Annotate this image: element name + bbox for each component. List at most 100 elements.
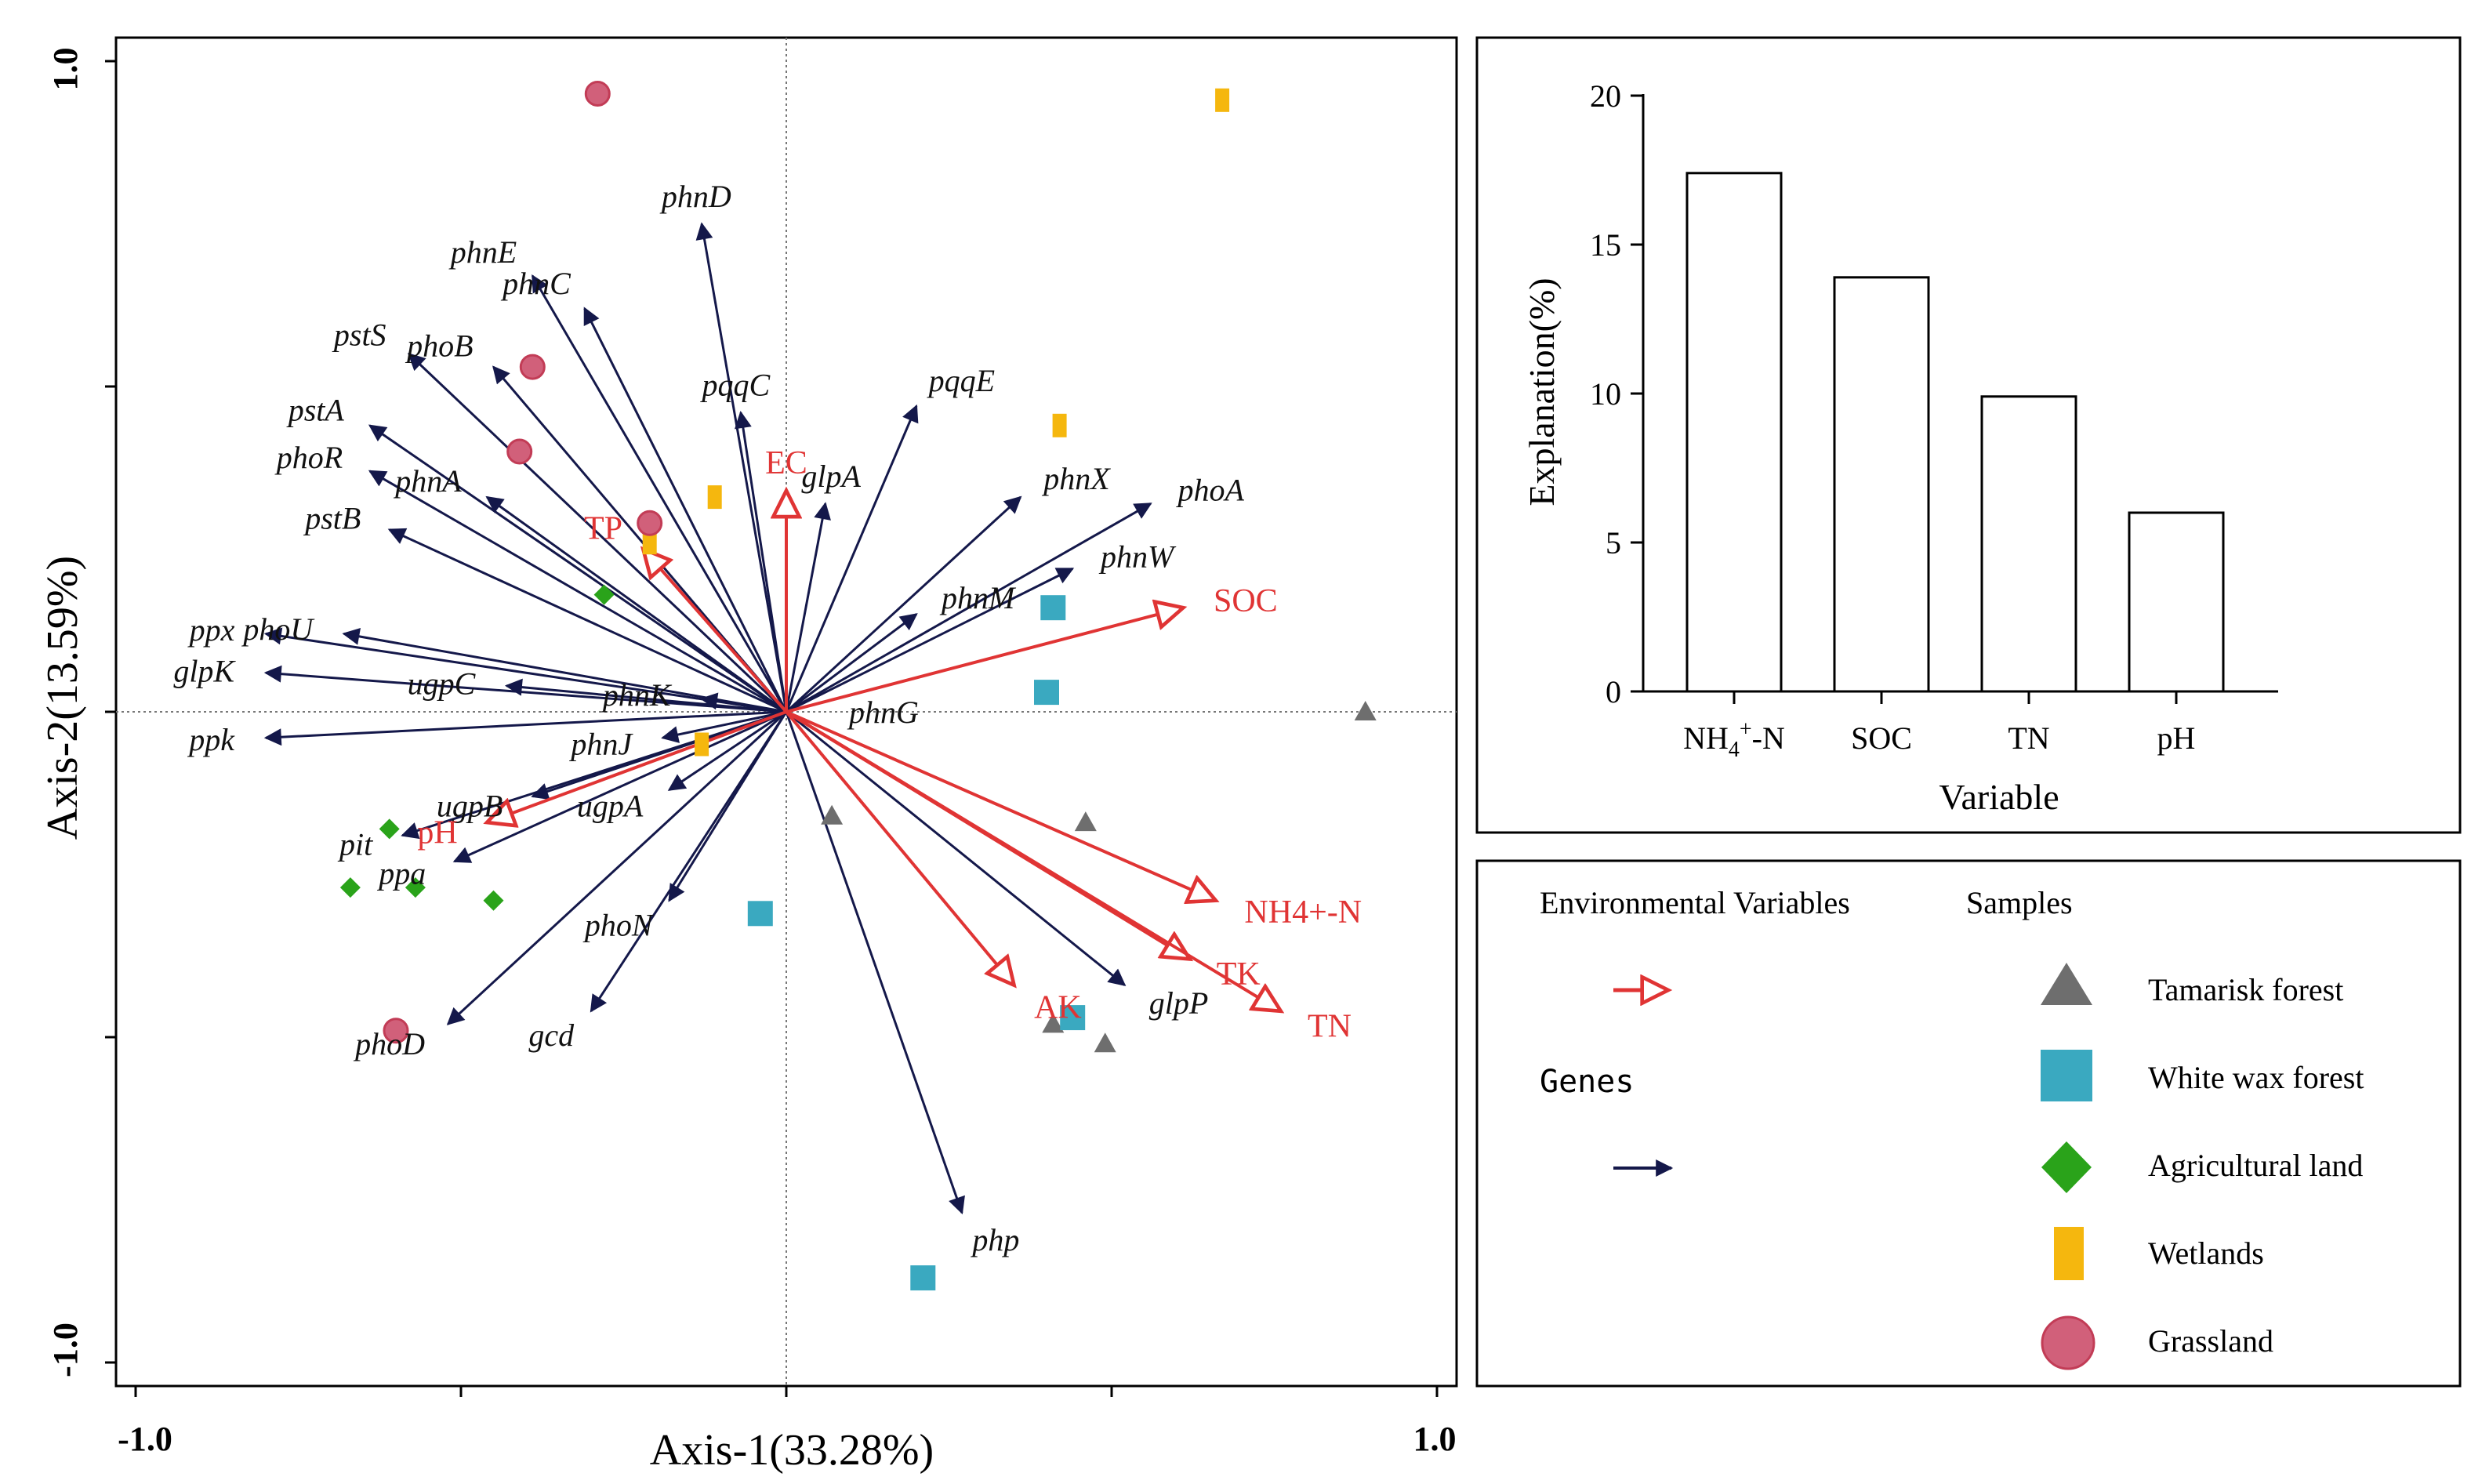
environmental-arrows xyxy=(487,491,1281,1011)
env-arrow-nh4-n xyxy=(786,710,1216,901)
env-label-tk: TK xyxy=(1217,956,1261,992)
gene-label-psta: pstA xyxy=(286,392,345,427)
gene-label-ugpc: ugpC xyxy=(408,666,477,701)
gene-label-php: php xyxy=(970,1222,1019,1257)
legend-item-grassland: Grassland xyxy=(2148,1323,2273,1359)
gene-label-glpp: glpP xyxy=(1149,985,1209,1021)
gene-arrow-phnx xyxy=(785,495,1022,713)
bar-y-tick-label-1: 5 xyxy=(1606,525,1621,561)
sample-grassland-5 xyxy=(383,1018,409,1044)
gene-label-psts: pstS xyxy=(332,317,386,353)
sample-wetlands-2 xyxy=(1052,413,1067,437)
gene-label-phnm: phnM xyxy=(939,580,1017,615)
gene-arrow-ppk xyxy=(263,710,787,746)
gene-arrow-phnm xyxy=(786,613,918,713)
gene-arrow-pqqe xyxy=(785,404,919,713)
gene-arrow-psta xyxy=(368,424,787,713)
gene-arrow-phod xyxy=(446,710,788,1025)
gene-label-pqqc: pqqC xyxy=(700,368,771,403)
gene-label-ppk: ppk xyxy=(187,722,235,757)
sample-tamarisk-forest-2 xyxy=(821,804,844,825)
env-arrow-tn xyxy=(785,710,1281,1011)
rda-y-tick-max: 1.0 xyxy=(46,48,85,91)
gene-arrow-phoa xyxy=(786,503,1152,713)
environmental-labels: EC TP SOC pH NH4+-N TK TN AK xyxy=(417,445,1362,1045)
gene-label-phnw: phnW xyxy=(1098,539,1177,574)
gene-label-phng: phnG xyxy=(847,695,919,730)
gene-arrow-phnc xyxy=(583,307,788,713)
gene-arrow-psts xyxy=(408,352,788,713)
legend-triangle-icon xyxy=(2041,963,2092,1005)
env-label-soc: SOC xyxy=(1214,583,1278,619)
bar-y-tick-label-3: 15 xyxy=(1590,227,1621,263)
gene-label-phnc: phnC xyxy=(500,266,571,301)
sample-grassland-2 xyxy=(519,354,546,380)
gene-label-phod: phoD xyxy=(353,1026,425,1061)
gene-arrow-php xyxy=(785,711,965,1215)
gene-label-phob: phoB xyxy=(405,328,473,364)
env-arrow-soc xyxy=(786,608,1183,713)
gene-arrow-glpa xyxy=(785,502,831,713)
bar-ph xyxy=(2128,511,2225,693)
sample-grassland-3 xyxy=(506,438,533,465)
bar-y-tick-label-2: 10 xyxy=(1590,376,1621,412)
legend-item-agricultural: Agricultural land xyxy=(2148,1148,2363,1183)
sample-tamarisk-forest-3 xyxy=(1074,811,1097,832)
legend-item-wetlands: Wetlands xyxy=(2148,1235,2264,1271)
rda-x-axis-label: Axis-1(33.28%) xyxy=(650,1426,934,1475)
gene-label-pit: pit xyxy=(337,827,373,862)
gene-label-ugpa: ugpA xyxy=(577,789,644,824)
gene-label-phou: phoU xyxy=(241,611,315,647)
sample-white-wax-forest-1 xyxy=(1040,595,1066,621)
rda-y-tick-min: -1.0 xyxy=(46,1323,85,1377)
sample-wetlands-1 xyxy=(1215,88,1230,112)
gene-label-ppa: ppa xyxy=(376,856,426,891)
gene-arrow-ugpc xyxy=(504,678,787,713)
gene-arrow-ugpa xyxy=(667,710,787,791)
legend-diamond-icon xyxy=(2041,1141,2092,1193)
env-label-ak: AK xyxy=(1034,989,1082,1025)
bar-y-axis-title: Explanation(%) xyxy=(1522,278,1562,506)
bar-x-axis-title: Variable xyxy=(1939,777,2059,817)
sample-white-wax-forest-2 xyxy=(1034,680,1059,706)
gene-arrow-glpp xyxy=(786,710,1127,986)
gene-arrow-phna xyxy=(485,495,787,713)
bar-nh4-n xyxy=(1685,172,1783,693)
sample-wetlands-5 xyxy=(695,732,709,757)
sample-wetlands-4 xyxy=(642,531,657,555)
sample-tamarisk-forest-4 xyxy=(1042,1013,1065,1033)
rda-y-axis-label: Axis-2(13.59%) xyxy=(38,556,87,840)
sample-agricultural-land-3 xyxy=(339,877,361,898)
gene-label-phon: phoN xyxy=(582,907,655,942)
rda-axis-ticks xyxy=(105,60,1439,1397)
gene-label-glpk: glpK xyxy=(173,654,236,689)
bar-chart-frame xyxy=(1475,36,2462,834)
gene-label-ugpb: ugpB xyxy=(437,788,503,823)
sample-wetlands-3 xyxy=(707,485,722,510)
sample-points xyxy=(339,81,1377,1291)
sample-white-wax-forest-3 xyxy=(747,901,773,927)
env-arrow-ak xyxy=(785,710,1014,985)
legend-item-tamarisk: Tamarisk forest xyxy=(2148,972,2343,1007)
gene-label-phnj: phnJ xyxy=(568,727,633,762)
bar-x-label-soc: SOC xyxy=(1851,720,1912,756)
sample-agricultural-land-2 xyxy=(379,818,400,840)
env-label-ph: pH xyxy=(417,815,457,851)
legend-env-title: Environmental Variables xyxy=(1540,885,1850,920)
legend: Environmental Variables Samples Genes Ta… xyxy=(1475,859,2462,1388)
gene-label-pqqe: pqqE xyxy=(927,363,995,398)
bar-y-ticks: 0 5 10 15 20 xyxy=(1590,78,1643,709)
gene-label-phnd: phnD xyxy=(659,179,731,214)
gene-label-phoa: phoA xyxy=(1176,473,1245,508)
bar-x-ticks xyxy=(1733,691,2178,704)
gene-arrow-phor xyxy=(368,470,787,713)
sample-grassland-4 xyxy=(637,510,663,536)
gene-label-phnk: phnK xyxy=(601,677,673,713)
sample-tamarisk-forest-5 xyxy=(1094,1032,1116,1053)
sample-tamarisk-forest-1 xyxy=(1354,701,1377,720)
bar-y-tick-label-0: 0 xyxy=(1606,674,1621,709)
gene-arrow-ppx xyxy=(263,627,787,713)
